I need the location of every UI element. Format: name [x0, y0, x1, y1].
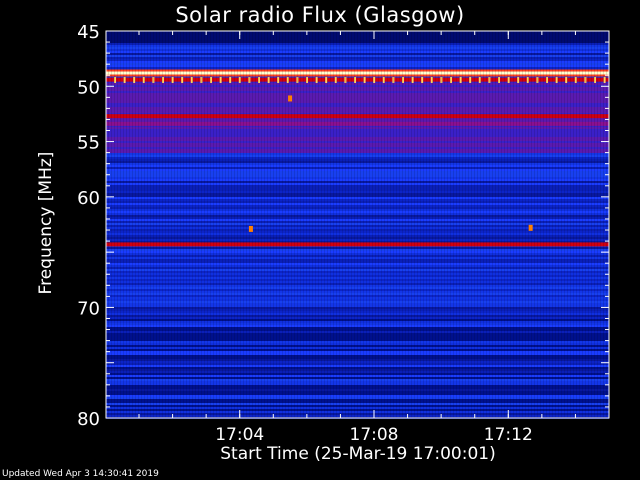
y-tick-label: 80: [77, 409, 100, 430]
x-axis-label: Start Time (25-Mar-19 17:00:01): [220, 444, 496, 464]
hotspot: [248, 225, 253, 232]
hotspot: [528, 224, 533, 231]
y-axis-label: Frequency [MHz]: [36, 151, 56, 295]
y-tick-label: 55: [77, 133, 100, 154]
plot-area: [106, 31, 609, 419]
y-tick-label: 70: [77, 298, 100, 319]
y-tick-label: 45: [77, 22, 100, 43]
plot-frame: [105, 30, 610, 419]
chart-title: Solar radio Flux (Glasgow): [175, 3, 465, 27]
x-tick-label: 17:08: [350, 425, 399, 445]
x-tick-label: 17:04: [215, 425, 264, 445]
x-tick-label: 17:12: [484, 425, 533, 445]
y-tick-label: 60: [77, 188, 100, 209]
updated-timestamp: Updated Wed Apr 3 14:30:41 2019: [2, 469, 159, 479]
y-tick-label: 50: [77, 77, 100, 98]
hotspot: [288, 95, 293, 102]
axes: 45 50 55 60 70 80 17:04 17:08 17:12: [77, 22, 610, 445]
streak-texture: [106, 31, 609, 418]
